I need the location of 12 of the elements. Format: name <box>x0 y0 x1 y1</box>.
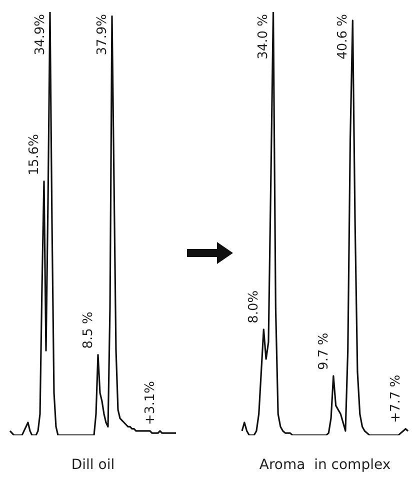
annotation: 9.7 % <box>316 332 332 370</box>
annotation: 34.0 % <box>256 14 272 60</box>
annotation: 15.6% <box>26 134 42 176</box>
annotation: 8.5 % <box>80 312 96 349</box>
annotation: 8.0% <box>246 290 262 324</box>
annotation: 37.9% <box>94 14 110 56</box>
x-axis-title: Dill oil <box>71 457 115 474</box>
annotation: +3.1% <box>142 381 158 425</box>
annotation: +7.7 % <box>388 374 404 423</box>
annotation: 34.9% <box>32 14 48 56</box>
annotation: 40.6 % <box>336 14 351 60</box>
x-axis-title: Aroma in complex <box>259 457 391 474</box>
